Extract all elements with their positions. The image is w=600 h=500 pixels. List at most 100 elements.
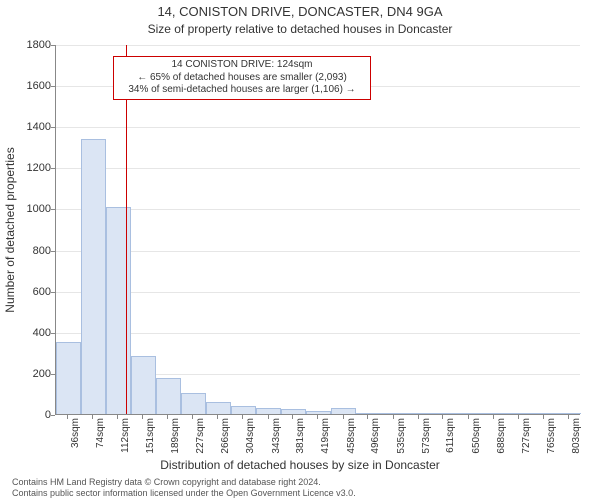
histogram-bar — [331, 408, 356, 414]
histogram-bar — [231, 406, 256, 414]
x-tick-label: 727sqm — [521, 418, 532, 454]
histogram-bar — [356, 413, 381, 414]
x-tick-label: 573sqm — [421, 418, 432, 454]
y-tick-mark — [51, 292, 55, 293]
histogram-bar — [556, 413, 581, 414]
y-tick-label: 1800 — [11, 39, 51, 51]
y-tick-label: 400 — [11, 327, 51, 339]
x-tick-mark — [343, 415, 344, 419]
x-tick-label: 496sqm — [370, 418, 381, 454]
x-tick-mark — [192, 415, 193, 419]
y-tick-label: 0 — [11, 409, 51, 421]
x-tick-mark — [117, 415, 118, 419]
histogram-bar — [131, 356, 156, 414]
x-tick-mark — [393, 415, 394, 419]
y-tick-mark — [51, 374, 55, 375]
x-tick-label: 803sqm — [571, 418, 582, 454]
annotation-line3: 34% of semi-detached houses are larger (… — [120, 84, 364, 97]
y-tick-mark — [51, 333, 55, 334]
y-tick-mark — [51, 45, 55, 46]
gridline-h — [56, 333, 580, 334]
y-tick-mark — [51, 415, 55, 416]
histogram-bar — [481, 413, 506, 414]
gridline-h — [56, 292, 580, 293]
histogram-bar — [431, 413, 456, 414]
x-tick-label: 419sqm — [320, 418, 331, 454]
x-tick-mark — [568, 415, 569, 419]
gridline-h — [56, 209, 580, 210]
x-tick-mark — [217, 415, 218, 419]
histogram-bar — [281, 409, 306, 414]
x-tick-label: 189sqm — [170, 418, 181, 454]
x-tick-label: 535sqm — [396, 418, 407, 454]
y-tick-mark — [51, 86, 55, 87]
footer-attribution: Contains HM Land Registry data © Crown c… — [12, 477, 356, 498]
x-tick-label: 611sqm — [445, 418, 456, 453]
x-tick-label: 227sqm — [195, 418, 206, 454]
x-tick-mark — [317, 415, 318, 419]
x-tick-label: 266sqm — [220, 418, 231, 454]
x-tick-label: 36sqm — [70, 418, 81, 448]
x-tick-mark — [442, 415, 443, 419]
y-tick-label: 1600 — [11, 80, 51, 92]
histogram-bar — [181, 393, 206, 414]
x-tick-mark — [242, 415, 243, 419]
histogram-bar — [381, 413, 406, 414]
x-axis-label: Distribution of detached houses by size … — [0, 458, 600, 472]
footer-line1: Contains HM Land Registry data © Crown c… — [12, 477, 356, 487]
x-tick-label: 74sqm — [95, 418, 106, 448]
x-tick-mark — [92, 415, 93, 419]
histogram-bar — [406, 413, 431, 414]
y-tick-label: 1400 — [11, 121, 51, 133]
y-tick-mark — [51, 168, 55, 169]
x-tick-label: 765sqm — [546, 418, 557, 454]
x-tick-mark — [518, 415, 519, 419]
x-tick-label: 112sqm — [120, 418, 131, 453]
x-tick-label: 304sqm — [245, 418, 256, 454]
annotation-line2: ← 65% of detached houses are smaller (2,… — [120, 72, 364, 85]
y-tick-label: 1200 — [11, 162, 51, 174]
gridline-h — [56, 168, 580, 169]
gridline-h — [56, 45, 580, 46]
x-tick-mark — [292, 415, 293, 419]
x-tick-label: 151sqm — [145, 418, 156, 454]
plot-area — [55, 45, 580, 415]
y-tick-mark — [51, 127, 55, 128]
x-tick-label: 688sqm — [496, 418, 507, 454]
histogram-bar — [156, 378, 181, 414]
histogram-bar — [56, 342, 81, 414]
y-tick-label: 200 — [11, 368, 51, 380]
x-tick-mark — [468, 415, 469, 419]
x-tick-mark — [167, 415, 168, 419]
annotation-box: 14 CONISTON DRIVE: 124sqm ← 65% of detac… — [113, 56, 371, 100]
x-tick-mark — [142, 415, 143, 419]
histogram-bar — [206, 402, 231, 414]
y-tick-label: 800 — [11, 245, 51, 257]
x-tick-mark — [67, 415, 68, 419]
y-tick-label: 600 — [11, 286, 51, 298]
y-tick-mark — [51, 209, 55, 210]
y-tick-mark — [51, 251, 55, 252]
annotation-line1: 14 CONISTON DRIVE: 124sqm — [120, 59, 364, 72]
chart-title: 14, CONISTON DRIVE, DONCASTER, DN4 9GA — [0, 4, 600, 19]
histogram-bar — [106, 207, 131, 414]
x-tick-mark — [543, 415, 544, 419]
histogram-bar — [256, 408, 281, 414]
x-tick-label: 343sqm — [271, 418, 282, 454]
histogram-bar — [306, 411, 331, 414]
x-tick-label: 458sqm — [346, 418, 357, 454]
histogram-bar — [456, 413, 481, 414]
footer-line2: Contains public sector information licen… — [12, 488, 356, 498]
x-tick-label: 650sqm — [471, 418, 482, 454]
chart-subtitle: Size of property relative to detached ho… — [0, 22, 600, 36]
y-tick-label: 1000 — [11, 203, 51, 215]
x-tick-label: 381sqm — [295, 418, 306, 454]
gridline-h — [56, 251, 580, 252]
chart-container: 14, CONISTON DRIVE, DONCASTER, DN4 9GA S… — [0, 0, 600, 500]
x-tick-mark — [493, 415, 494, 419]
reference-line — [126, 45, 127, 414]
histogram-bar — [81, 139, 106, 414]
histogram-bar — [531, 413, 556, 414]
gridline-h — [56, 127, 580, 128]
x-tick-mark — [268, 415, 269, 419]
